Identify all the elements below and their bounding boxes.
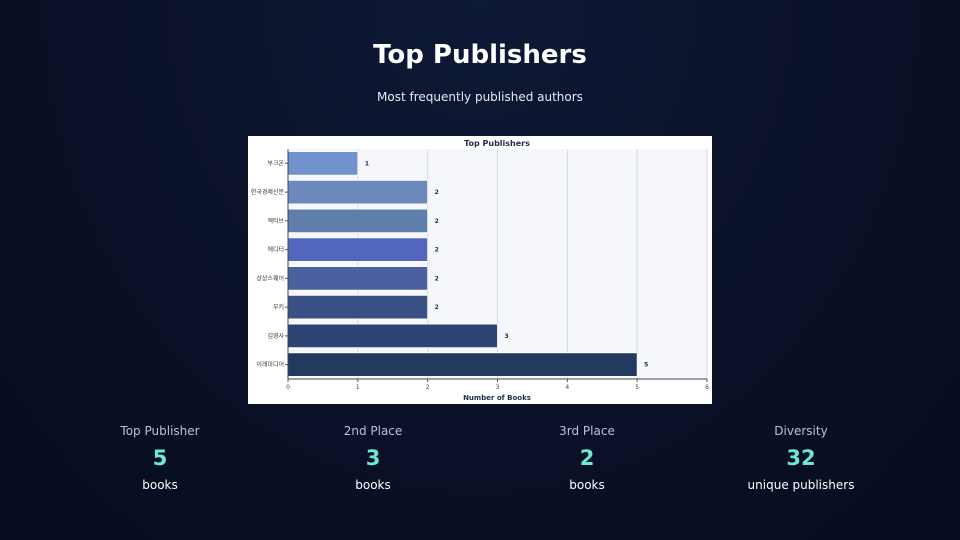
stat-diversity: Diversity 32 unique publishers [701, 424, 901, 492]
page-title: Top Publishers [0, 40, 960, 70]
stat-unit: books [487, 478, 687, 492]
bar [288, 324, 498, 348]
data-label: 5 [644, 362, 648, 369]
stat-label: Diversity [701, 424, 901, 438]
stat-unit: unique publishers [701, 478, 901, 492]
x-tick-label: 5 [635, 384, 639, 391]
bar [288, 267, 428, 291]
stat-second-place: 2nd Place 3 books [273, 424, 473, 492]
data-label: 2 [435, 247, 439, 254]
stat-top-publisher: Top Publisher 5 books [60, 424, 260, 492]
data-label: 2 [435, 275, 439, 282]
x-tick-label: 4 [565, 384, 569, 391]
y-tick-label: 한국경제신문 [251, 188, 285, 196]
stat-label: Top Publisher [60, 424, 260, 438]
bar [288, 353, 637, 377]
stat-unit: books [273, 478, 473, 492]
bar [288, 238, 428, 262]
x-tick-label: 6 [705, 384, 709, 391]
data-label: 2 [435, 218, 439, 225]
stat-third-place: 3rd Place 2 books [487, 424, 687, 492]
bar [288, 152, 358, 176]
bar [288, 209, 428, 233]
y-tick-label: 부키 [273, 303, 284, 311]
x-tick-label: 3 [496, 384, 500, 391]
data-label: 2 [435, 189, 439, 196]
data-label: 2 [435, 304, 439, 311]
y-tick-label: 이레미디어 [256, 361, 284, 369]
stat-value: 32 [701, 446, 901, 470]
stat-value: 3 [273, 446, 473, 470]
y-tick-label: 에디터 [267, 246, 284, 254]
data-label: 3 [505, 333, 509, 340]
page-subtitle: Most frequently published authors [0, 90, 960, 104]
y-tick-label: 김영사 [267, 332, 284, 340]
chart-container: 0 1 2 3 4 5 6 부크온 1 한국경제신문 2 액티브 2 에디터 2 상상스퀘어 2 부키 2 김영사 3 이… [248, 136, 712, 404]
x-tick-label: 2 [426, 384, 430, 391]
x-tick-label: 0 [286, 384, 290, 391]
y-tick-label: 액티브 [267, 217, 284, 225]
stat-value: 5 [60, 446, 260, 470]
bar [288, 180, 428, 204]
y-tick-label: 상상스퀘어 [256, 274, 284, 282]
chart-title: Top Publishers [464, 139, 530, 148]
data-label: 1 [365, 160, 369, 167]
y-tick-label: 부크온 [267, 160, 284, 167]
stat-label: 2nd Place [273, 424, 473, 438]
bar [288, 295, 428, 319]
stat-unit: books [60, 478, 260, 492]
bar-chart: 0 1 2 3 4 5 6 부크온 1 한국경제신문 2 액티브 2 에디터 2 상상스퀘어 2 부키 2 김영사 3 이… [248, 136, 712, 404]
stat-label: 3rd Place [487, 424, 687, 438]
stat-value: 2 [487, 446, 687, 470]
x-tick-label: 1 [356, 384, 360, 391]
x-axis-label: Number of Books [463, 394, 531, 402]
